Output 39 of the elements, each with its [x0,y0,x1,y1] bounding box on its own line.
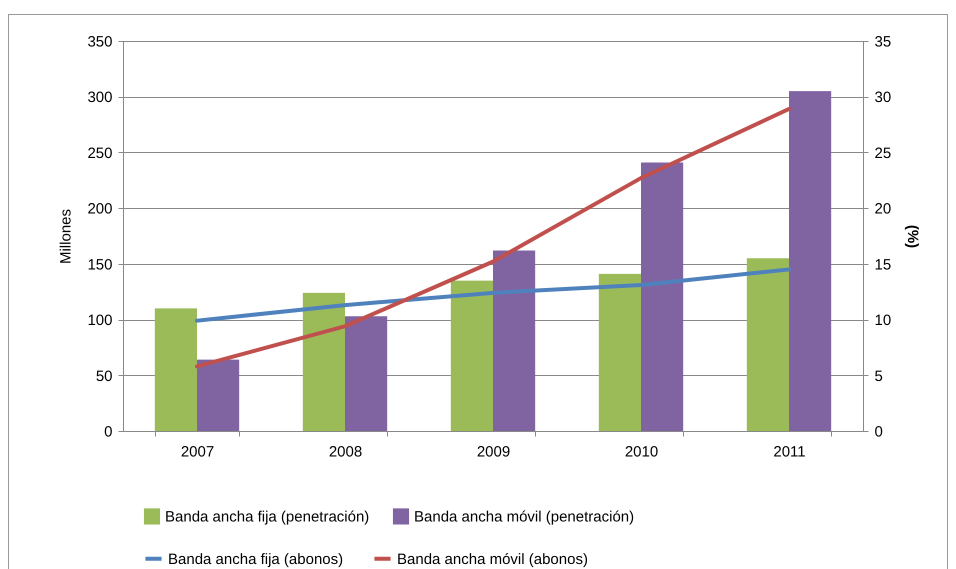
x-tick-label: 2009 [476,444,510,460]
bar [154,308,197,431]
x-tick-label: 2008 [328,444,362,460]
bar [450,280,493,431]
y2-tick-label: 20 [874,200,892,218]
line-series [195,267,791,323]
y-tick-label: 50 [96,368,112,385]
y2-tick-label: 10 [874,312,892,330]
y-tick-label: 0 [104,424,112,440]
bar [641,162,684,431]
x-tick-label: 2007 [180,444,214,460]
y-tick-label: 100 [87,312,112,330]
x-tick-label: 2011 [773,444,806,460]
y2-tick-label: 30 [874,89,892,106]
y2-tick-label: 5 [874,368,883,385]
bar [493,250,536,431]
y-tick-label: 250 [87,144,112,162]
y-tick-label: 200 [87,200,112,218]
legend-label: Banda ancha móvil (abonos) [397,550,588,568]
y2-axis-title: (%) [904,224,922,248]
y2-tick-label: 35 [874,34,892,50]
legend-label: Banda ancha fija (abonos) [168,550,344,568]
bar [302,292,345,431]
bar [746,258,789,431]
bar [197,360,240,431]
y2-tick-label: 15 [874,256,892,274]
y-tick-label: 150 [87,256,112,274]
legend-label: Banda ancha fija (penetración) [165,508,370,526]
bar [345,316,388,431]
x-tick-label: 2010 [624,444,658,460]
bar [789,91,832,431]
y2-tick-label: 25 [874,144,892,162]
y-tick-label: 300 [87,89,112,106]
y-axis-title: Millones [57,208,74,264]
line-series [195,106,791,368]
y-tick-label: 350 [87,34,112,50]
y2-tick-label: 0 [874,424,883,440]
legend-label: Banda ancha móvil (penetración) [414,508,634,526]
bar [598,274,641,431]
